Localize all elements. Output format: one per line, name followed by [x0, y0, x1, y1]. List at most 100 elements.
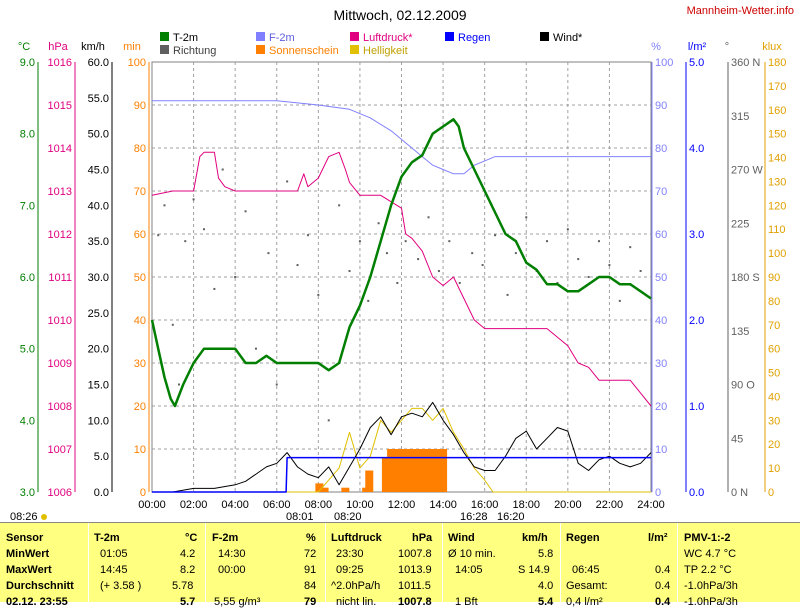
minutes-axis-tick-label: 40 [134, 315, 146, 327]
minutes-axis-tick-label: 70 [134, 186, 146, 198]
rain-axis-tick-label: 5.0 [689, 57, 704, 69]
series-layer [150, 100, 652, 493]
header-rain-unit: l/m² [648, 532, 668, 544]
humidity-axis-tick-label: 90 [655, 100, 667, 112]
legend-swatch-sunshine [256, 45, 265, 54]
wind-avg-label: Ø 10 min. [448, 548, 496, 560]
klux-axis-tick-label: 180 [768, 57, 786, 69]
rain-axis-tick-label: 2.0 [689, 315, 704, 327]
hum-current-value: 79 [304, 596, 317, 608]
direction-point [396, 281, 399, 284]
axis-layer: 9.08.07.06.05.04.03.01016101510141013101… [20, 57, 787, 511]
pressure-current-value: 1007.8 [398, 596, 432, 608]
temp-current-value: 5.7 [180, 596, 196, 608]
direction-axis-tick-label: 360 N [731, 57, 760, 69]
direction-point [618, 299, 621, 302]
wind-axis-tick-label: 50.0 [88, 129, 109, 141]
rain-max-time: 06:45 [572, 564, 600, 576]
pmv-windchill: WC 4.7 °C [684, 548, 737, 560]
klux-axis-tick-label: 90 [768, 272, 780, 284]
wind-max-value: S 14.9 [518, 564, 550, 576]
legend-sunshine: Sonnenschein [269, 45, 339, 57]
time-tick-label: 20:00 [554, 499, 582, 511]
legend-rain: Regen [458, 32, 490, 44]
legend-swatch-temp [160, 32, 169, 41]
sunrise-time-left: 08:01 [286, 511, 314, 522]
direction-axis-tick-label: 270 W [731, 165, 763, 177]
wind-axis-tick-label: 25.0 [88, 308, 109, 320]
wind-axis-tick-label: 5.0 [94, 451, 109, 463]
direction-point [481, 264, 484, 267]
pressure-axis-tick-label: 1011 [48, 272, 72, 284]
direction-point [377, 222, 380, 225]
legend-pressure: Luftdruck* [363, 32, 413, 44]
pressure-trend: ^2.0hPa/h [331, 580, 381, 592]
header-sensor: Sensor [6, 532, 44, 544]
pressure-max-value: 1013.9 [398, 564, 432, 576]
unit-pressure: hPa [48, 41, 68, 53]
temp-avg-value: 5.78 [172, 580, 194, 592]
pressure-axis-tick-label: 1016 [48, 57, 72, 69]
temp-axis-tick-label: 7.0 [20, 200, 35, 212]
direction-axis-tick-label: 315 [731, 111, 749, 123]
direction-point [608, 264, 611, 267]
rain-total-label: Gesamt: [566, 580, 608, 592]
klux-axis-tick-label: 0 [768, 487, 774, 499]
sunshine-bar [392, 449, 401, 492]
unit-rain: l/m² [688, 41, 707, 53]
legend-swatch-pressure [350, 32, 359, 41]
brand-link[interactable]: Mannheim-Wetter.info [687, 5, 794, 17]
wind-axis-tick-label: 55.0 [88, 93, 109, 105]
direction-point [317, 293, 320, 296]
wind-axis-tick-label: 40.0 [88, 200, 109, 212]
unit-humidity: % [651, 41, 661, 53]
sunshine-bar [401, 449, 410, 492]
time-tick-label: 24:00 [637, 499, 665, 511]
time-tick-label: 10:00 [346, 499, 374, 511]
direction-axis-tick-label: 0 N [731, 487, 748, 499]
sunshine-bar [320, 487, 329, 492]
wind-axis-tick-label: 20.0 [88, 344, 109, 356]
direction-axis-tick-label: 90 O [731, 380, 755, 392]
klux-axis-tick-label: 130 [768, 176, 786, 188]
klux-axis-tick-label: 110 [768, 224, 786, 236]
direction-point [506, 293, 509, 296]
sunshine-bar [365, 470, 374, 492]
unit-wind: km/h [81, 41, 105, 53]
direction-point [546, 240, 549, 243]
temp-axis-tick-label: 5.0 [20, 344, 35, 356]
humidity-axis-tick-label: 0 [655, 487, 661, 499]
klux-axis-tick-label: 120 [768, 200, 786, 212]
hum-min-value: 72 [304, 548, 317, 560]
direction-point [267, 252, 270, 255]
rain-note: 0,4 l/m² [566, 596, 603, 608]
direction-point [184, 240, 187, 243]
pressure-line [151, 151, 652, 407]
time-tick-label: 16:00 [471, 499, 499, 511]
wind-axis-tick-label: 35.0 [88, 236, 109, 248]
header-wind-unit: km/h [522, 532, 548, 544]
direction-point [639, 270, 642, 273]
klux-axis-tick-label: 140 [768, 153, 786, 165]
direction-point [566, 228, 569, 231]
pressure-axis-tick-label: 1006 [48, 487, 72, 499]
rain-line [152, 456, 651, 493]
pressure-axis-tick-label: 1015 [48, 100, 72, 112]
wind-axis-tick-label: 30.0 [88, 272, 109, 284]
unit-temp: °C [18, 41, 30, 53]
direction-point [385, 252, 388, 255]
daylight-start-label: 08:26 [10, 511, 38, 522]
klux-axis-tick-label: 160 [768, 105, 786, 117]
time-tick-label: 14:00 [429, 499, 457, 511]
humidity-axis-tick-label: 60 [655, 229, 667, 241]
wind-axis-tick-label: 45.0 [88, 165, 109, 177]
direction-axis-tick-label: 135 [731, 326, 749, 338]
col-divider [677, 523, 678, 602]
wind-max-time: 14:05 [455, 564, 483, 576]
time-tick-label: 02:00 [180, 499, 208, 511]
sun-icon [41, 514, 47, 520]
klux-axis-tick-label: 50 [768, 368, 780, 380]
header-pressure-unit: hPa [412, 532, 433, 544]
hum-min-time: 14:30 [218, 548, 246, 560]
row-label-avg: Durchschnitt [6, 580, 74, 592]
